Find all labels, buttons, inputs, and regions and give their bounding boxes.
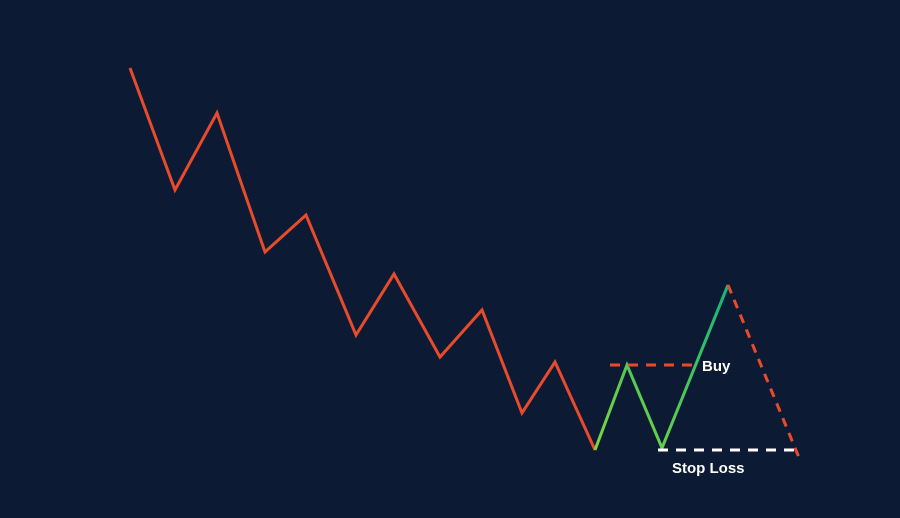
- stop-loss-label: Stop Loss: [672, 460, 745, 477]
- price-chart: [0, 0, 900, 518]
- chart-container: Buy Stop Loss: [0, 0, 900, 518]
- projection-line: [728, 285, 800, 460]
- downtrend-line: [130, 68, 595, 450]
- buy-label: Buy: [702, 358, 730, 375]
